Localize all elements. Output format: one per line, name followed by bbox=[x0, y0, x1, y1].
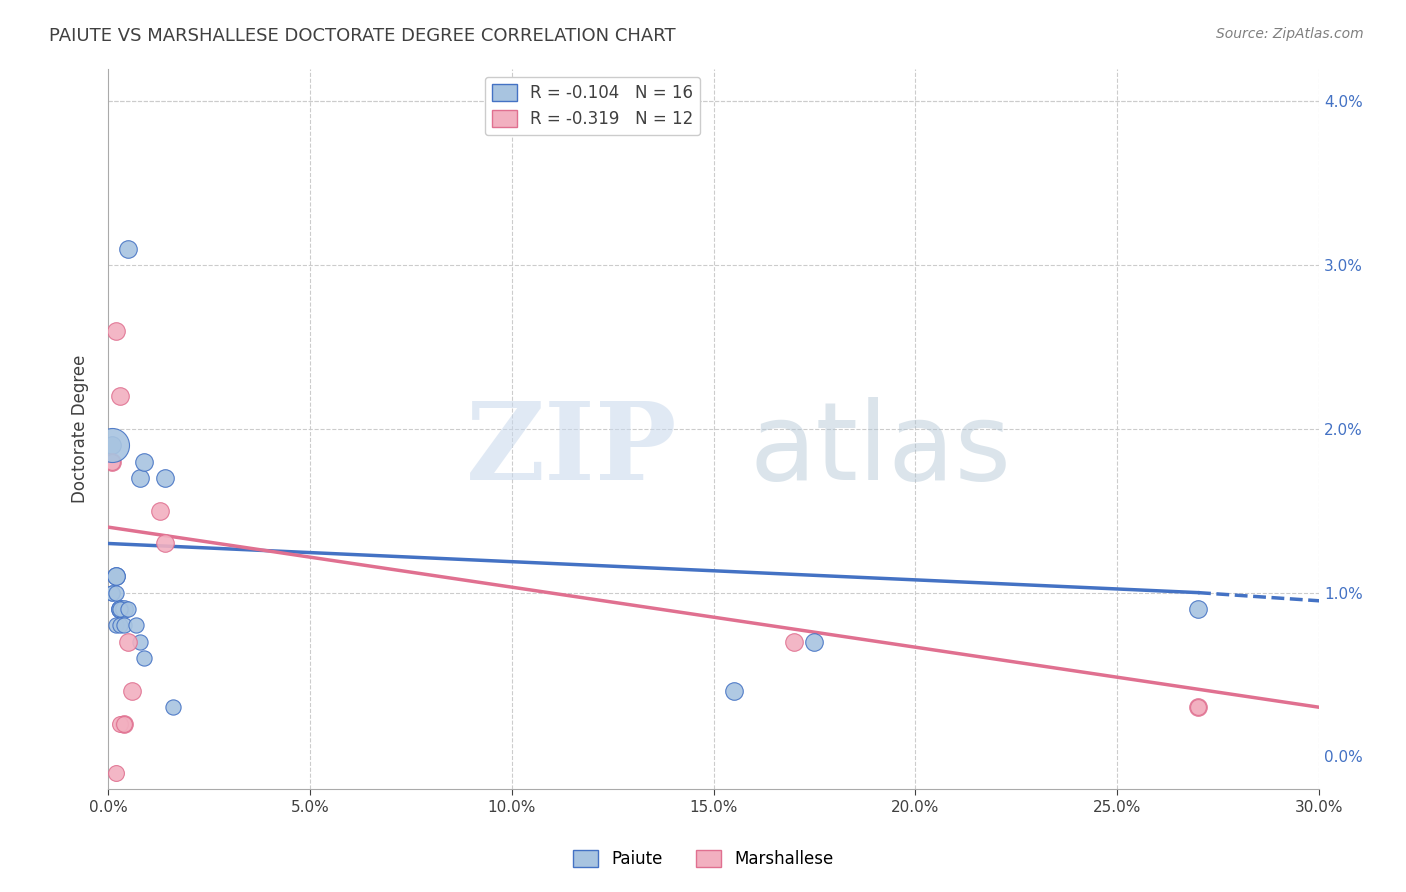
Legend: Paiute, Marshallese: Paiute, Marshallese bbox=[567, 843, 839, 875]
Point bbox=[1187, 700, 1209, 714]
Point bbox=[803, 634, 825, 648]
Point bbox=[112, 618, 135, 632]
Point bbox=[105, 618, 128, 632]
Point bbox=[149, 504, 172, 518]
Point bbox=[101, 585, 124, 599]
Point bbox=[1187, 602, 1209, 616]
Y-axis label: Doctorate Degree: Doctorate Degree bbox=[72, 355, 89, 503]
Point bbox=[108, 618, 131, 632]
Point bbox=[101, 585, 124, 599]
Point bbox=[153, 471, 176, 485]
Point bbox=[105, 569, 128, 583]
Point bbox=[108, 716, 131, 731]
Point bbox=[134, 651, 156, 665]
Point bbox=[117, 242, 139, 256]
Point bbox=[101, 438, 124, 452]
Text: atlas: atlas bbox=[749, 398, 1012, 503]
Text: Source: ZipAtlas.com: Source: ZipAtlas.com bbox=[1216, 27, 1364, 41]
Point bbox=[101, 438, 124, 452]
Point bbox=[121, 684, 143, 698]
Point bbox=[117, 602, 139, 616]
Point bbox=[1187, 700, 1209, 714]
Point bbox=[108, 602, 131, 616]
Text: ZIP: ZIP bbox=[465, 398, 678, 503]
Point bbox=[101, 454, 124, 468]
Text: PAIUTE VS MARSHALLESE DOCTORATE DEGREE CORRELATION CHART: PAIUTE VS MARSHALLESE DOCTORATE DEGREE C… bbox=[49, 27, 676, 45]
Point bbox=[153, 536, 176, 550]
Point bbox=[162, 700, 184, 714]
Point bbox=[108, 389, 131, 403]
Point bbox=[101, 454, 124, 468]
Legend: R = -0.104   N = 16, R = -0.319   N = 12: R = -0.104 N = 16, R = -0.319 N = 12 bbox=[485, 77, 700, 135]
Point bbox=[134, 454, 156, 468]
Point bbox=[108, 602, 131, 616]
Point bbox=[112, 602, 135, 616]
Point bbox=[112, 716, 135, 731]
Point bbox=[125, 618, 148, 632]
Point bbox=[129, 634, 152, 648]
Point bbox=[105, 569, 128, 583]
Point bbox=[129, 471, 152, 485]
Point bbox=[783, 634, 806, 648]
Point bbox=[723, 684, 745, 698]
Point bbox=[105, 585, 128, 599]
Point bbox=[112, 716, 135, 731]
Point bbox=[108, 602, 131, 616]
Point bbox=[105, 765, 128, 780]
Point bbox=[117, 634, 139, 648]
Point bbox=[105, 324, 128, 338]
